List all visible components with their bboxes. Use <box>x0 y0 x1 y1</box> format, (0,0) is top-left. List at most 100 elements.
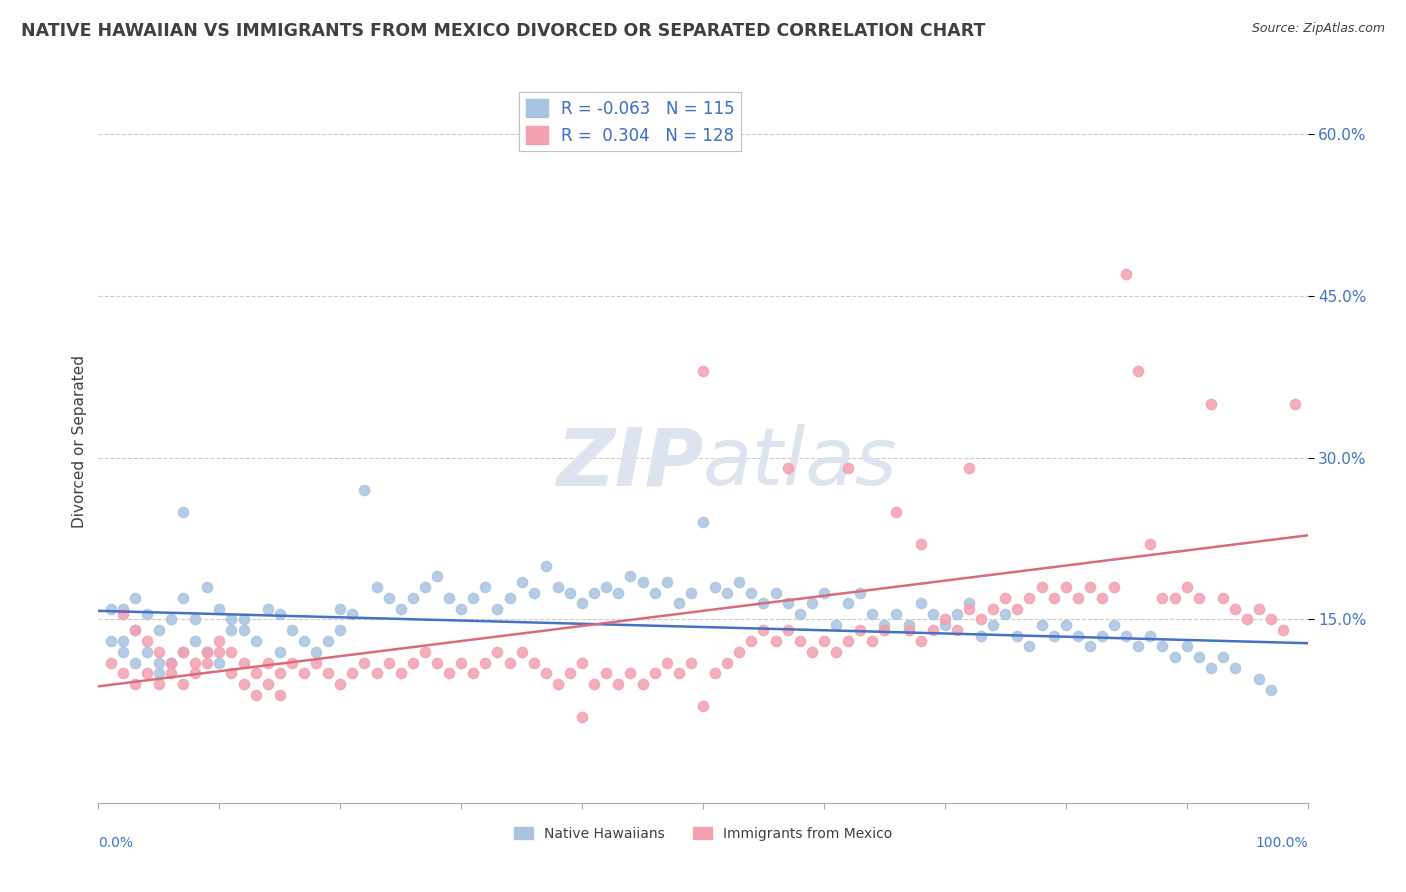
Point <box>111 666 134 681</box>
Point <box>776 596 799 610</box>
Point <box>437 666 460 681</box>
Point <box>644 585 666 599</box>
Point <box>1272 624 1295 638</box>
Point <box>195 656 218 670</box>
Point <box>474 656 496 670</box>
Point <box>631 677 654 691</box>
Point <box>910 596 932 610</box>
Point <box>510 645 533 659</box>
Point <box>1054 618 1077 632</box>
Point <box>825 618 848 632</box>
Point <box>184 612 207 626</box>
Point <box>195 580 218 594</box>
Point <box>450 656 472 670</box>
Point <box>595 580 617 594</box>
Point <box>1260 612 1282 626</box>
Point <box>305 656 328 670</box>
Point <box>994 607 1017 621</box>
Point <box>148 624 170 638</box>
Point <box>1223 661 1246 675</box>
Point <box>1199 661 1222 675</box>
Point <box>195 645 218 659</box>
Point <box>463 591 485 605</box>
Point <box>256 601 278 615</box>
Point <box>292 634 315 648</box>
Point <box>1018 640 1040 654</box>
Point <box>1067 591 1090 605</box>
Point <box>366 580 388 594</box>
Point <box>692 364 714 378</box>
Point <box>172 645 194 659</box>
Point <box>329 624 352 638</box>
Point <box>124 656 146 670</box>
Point <box>124 677 146 691</box>
Point <box>184 634 207 648</box>
Point <box>1018 591 1040 605</box>
Point <box>1249 672 1271 686</box>
Point <box>413 580 436 594</box>
Point <box>221 624 243 638</box>
Point <box>789 607 811 621</box>
Point <box>668 666 690 681</box>
Point <box>813 585 835 599</box>
Point <box>1007 601 1029 615</box>
Point <box>292 666 315 681</box>
Point <box>1031 618 1053 632</box>
Point <box>221 612 243 626</box>
Point <box>1188 591 1211 605</box>
Point <box>571 656 593 670</box>
Point <box>221 666 243 681</box>
Point <box>740 634 762 648</box>
Point <box>583 585 606 599</box>
Point <box>679 585 702 599</box>
Point <box>184 666 207 681</box>
Point <box>342 607 364 621</box>
Point <box>644 666 666 681</box>
Point <box>813 634 835 648</box>
Point <box>486 645 509 659</box>
Point <box>583 677 606 691</box>
Point <box>825 645 848 659</box>
Point <box>1199 397 1222 411</box>
Point <box>245 634 267 648</box>
Point <box>1091 591 1114 605</box>
Point <box>329 601 352 615</box>
Point <box>135 634 157 648</box>
Point <box>221 645 243 659</box>
Point <box>463 666 485 681</box>
Point <box>437 591 460 605</box>
Point <box>256 656 278 670</box>
Point <box>837 634 859 648</box>
Point <box>752 596 775 610</box>
Point <box>860 607 883 621</box>
Point <box>160 612 183 626</box>
Point <box>558 585 581 599</box>
Point <box>1042 591 1064 605</box>
Point <box>752 624 775 638</box>
Point <box>111 601 134 615</box>
Point <box>873 618 896 632</box>
Point <box>1249 601 1271 615</box>
Point <box>704 666 727 681</box>
Point <box>1102 618 1125 632</box>
Point <box>1139 537 1161 551</box>
Point <box>1042 629 1064 643</box>
Point <box>789 634 811 648</box>
Point <box>1212 650 1234 665</box>
Point <box>704 580 727 594</box>
Point <box>172 591 194 605</box>
Point <box>377 591 399 605</box>
Point <box>897 624 920 638</box>
Point <box>860 634 883 648</box>
Point <box>184 656 207 670</box>
Point <box>800 596 823 610</box>
Point <box>740 585 762 599</box>
Point <box>957 596 980 610</box>
Point <box>498 656 520 670</box>
Point <box>679 656 702 670</box>
Point <box>329 677 352 691</box>
Point <box>957 601 980 615</box>
Text: 100.0%: 100.0% <box>1256 836 1308 849</box>
Point <box>366 666 388 681</box>
Point <box>1152 640 1174 654</box>
